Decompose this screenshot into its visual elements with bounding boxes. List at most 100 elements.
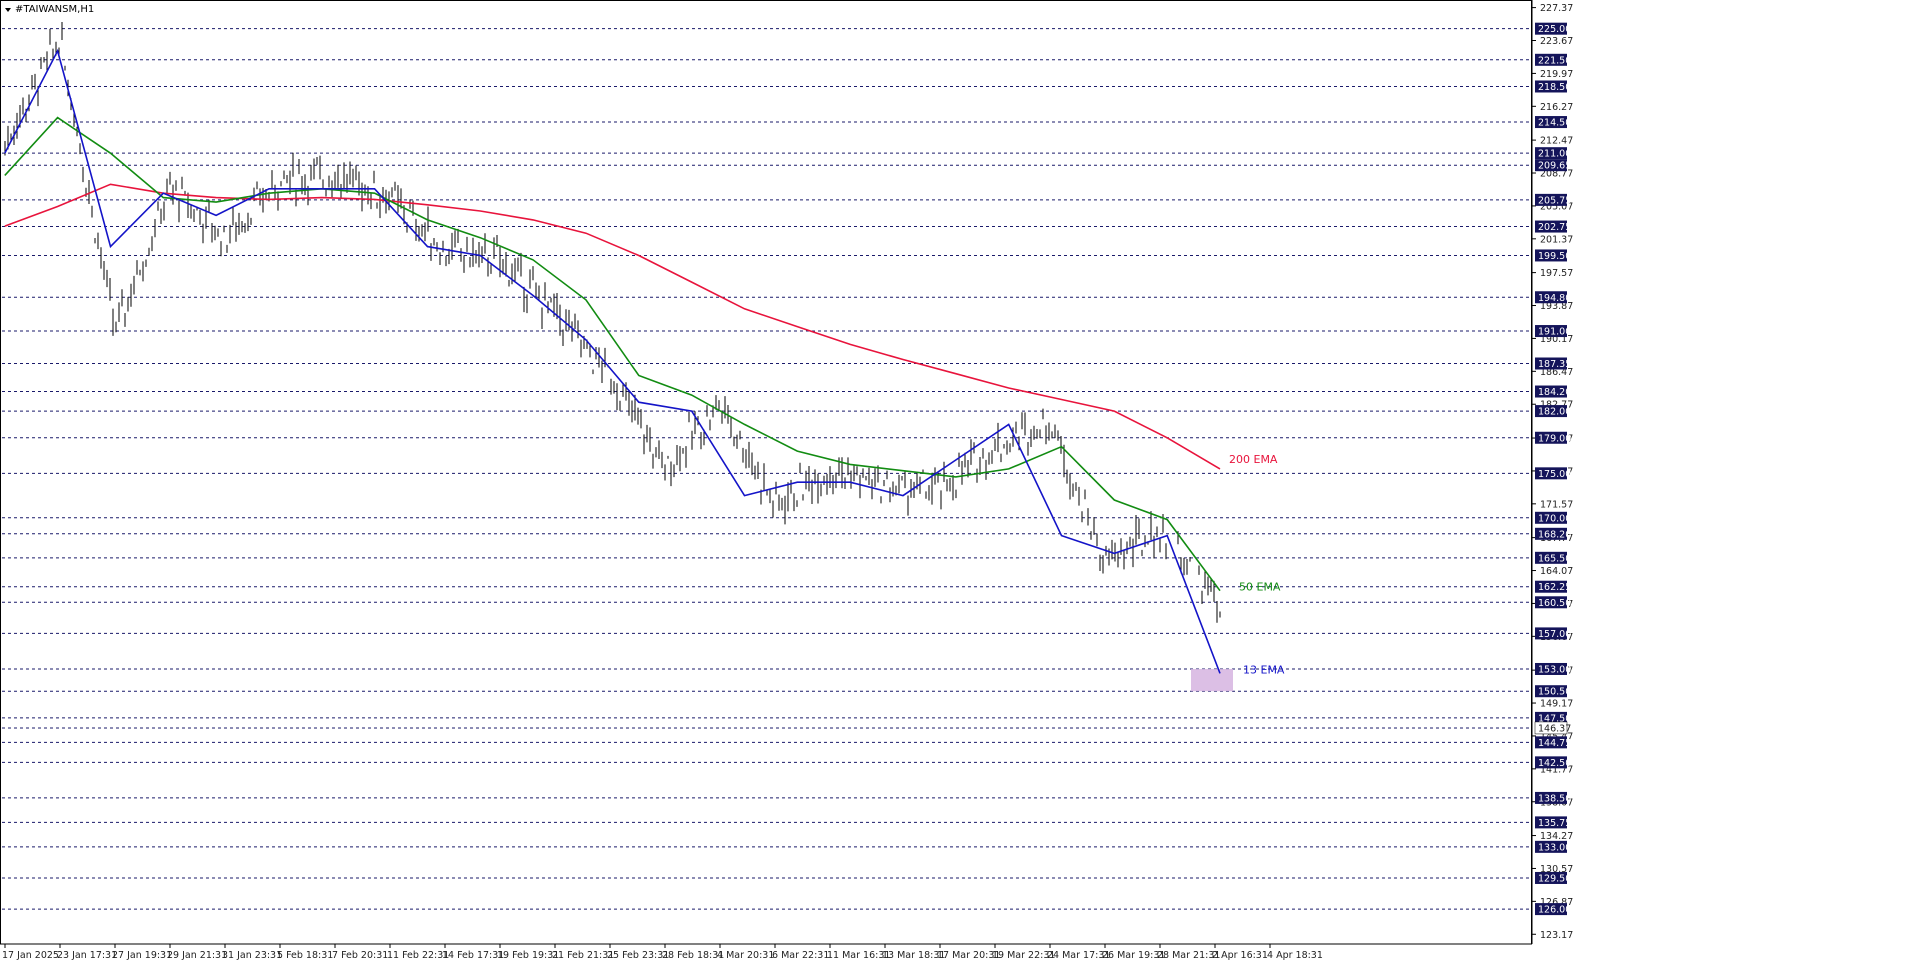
level-tag-box [1535, 467, 1567, 480]
current-price-box [1534, 721, 1568, 735]
x-tick-label: 23 Jan 17:31 [57, 950, 117, 961]
x-tick-label: 5 Feb 18:31 [277, 950, 333, 961]
level-tag-box [1535, 159, 1567, 172]
level-tag-box [1535, 756, 1567, 769]
dropdown-triangle-icon[interactable] [5, 8, 11, 12]
x-tick-label: 11 Mar 16:31 [827, 950, 890, 961]
x-tick-label: 13 Mar 18:31 [882, 950, 945, 961]
level-tag-box [1535, 220, 1567, 233]
ema-line-13-ema [4, 48, 1221, 674]
x-tick-label: 21 Feb 21:31 [552, 950, 614, 961]
level-tag-box [1535, 551, 1567, 564]
level-tag-label: 218.50 [1538, 82, 1571, 93]
level-tag-label: 214.50 [1538, 118, 1571, 129]
x-tick-label: 24 Mar 17:31 [1047, 950, 1110, 961]
ema-labels: 200 EMA 50 EMA 13 EMA [1229, 453, 1285, 677]
ema-lines [4, 48, 1221, 674]
y-tick-label: 208.77 [1540, 169, 1573, 180]
x-tick-label: 28 Mar 21:31 [1157, 950, 1220, 961]
y-tick-label: 193.87 [1540, 301, 1573, 312]
highlight-zone [1191, 668, 1233, 692]
x-tick-label: 2 Apr 16:31 [1212, 950, 1268, 961]
level-tag-box [1535, 627, 1567, 640]
y-tick-label: 197.57 [1540, 268, 1573, 279]
ema-label: 13 EMA [1243, 663, 1285, 676]
x-tick-label: 27 Jan 19:31 [112, 950, 172, 961]
x-tick-label: 17 Jan 2025 [2, 950, 59, 961]
y-tick-label: 171.57 [1540, 499, 1573, 510]
level-tag-box [1535, 385, 1567, 398]
level-tag-label: 147.50 [1538, 713, 1571, 724]
level-tag-box [1535, 291, 1567, 304]
y-tick-label: 201.37 [1540, 234, 1573, 245]
level-tag-label: 199.50 [1538, 251, 1571, 262]
target-zone [1191, 668, 1233, 692]
level-tag-box [1535, 662, 1567, 675]
level-tag-box [1535, 22, 1567, 35]
x-tick-label: 6 Mar 22:31 [772, 950, 829, 961]
x-tick-label: 14 Feb 17:31 [442, 950, 504, 961]
x-tick-label: 31 Jan 23:31 [222, 950, 282, 961]
y-tick-label: 190.17 [1540, 334, 1573, 345]
level-tag-box [1535, 325, 1567, 338]
ema-line-50-ema [4, 116, 1221, 592]
level-tag-label: 144.75 [1538, 738, 1571, 749]
level-tag-label: 191.00 [1538, 327, 1571, 338]
level-tag-box [1535, 527, 1567, 540]
level-tag-box [1535, 816, 1567, 829]
level-tag-box [1535, 840, 1567, 853]
level-tag-box [1535, 685, 1567, 698]
y-tick-label: 212.47 [1540, 136, 1573, 147]
x-tick-label: 25 Feb 23:31 [607, 950, 669, 961]
level-tag-box [1535, 193, 1567, 206]
level-tag-label: 211.00 [1538, 149, 1571, 160]
level-tag-label: 225.00 [1538, 24, 1571, 35]
level-tag-label: 187.35 [1538, 359, 1571, 370]
level-tag-box [1535, 736, 1567, 749]
x-tick-label: 7 Feb 20:31 [332, 950, 388, 961]
level-tag-label: 160.50 [1538, 598, 1571, 609]
level-tag-box [1535, 147, 1567, 160]
level-tag-box [1535, 53, 1567, 66]
y-tick-label: 149.17 [1540, 699, 1573, 710]
level-tag-label: 129.50 [1538, 873, 1571, 884]
y-tick-label: 126.87 [1540, 897, 1573, 908]
x-tick-label: 19 Mar 22:31 [992, 950, 1055, 961]
axes [0, 0, 1533, 945]
y-tick-label: 219.97 [1540, 69, 1573, 80]
y-tick-label: 134.27 [1540, 831, 1573, 842]
x-tick-label: 28 Feb 18:31 [662, 950, 724, 961]
x-tick-label: 11 Feb 22:31 [387, 950, 449, 961]
level-tag-box [1535, 431, 1567, 444]
level-tag-box [1535, 405, 1567, 418]
ema-label: 200 EMA [1229, 453, 1278, 466]
level-tag-label: 170.00 [1538, 513, 1571, 524]
level-tag-label: 126.00 [1538, 905, 1571, 916]
level-tag-label: 194.80 [1538, 293, 1571, 304]
x-tick-label: 29 Jan 21:31 [167, 950, 227, 961]
x-tick-label: 4 Mar 20:31 [717, 950, 774, 961]
level-tag-label: 135.75 [1538, 818, 1571, 829]
y-tick-label: 216.27 [1540, 102, 1573, 113]
x-tick-label: 17 Mar 20:31 [937, 950, 1000, 961]
level-tag-box [1535, 903, 1567, 916]
level-tag-box [1535, 596, 1567, 609]
level-tag-box [1535, 871, 1567, 884]
y-tick-label: 186.47 [1540, 367, 1573, 378]
x-tick-label: 19 Feb 19:31 [497, 950, 559, 961]
level-tag-box [1535, 791, 1567, 804]
y-tick-label: 205.07 [1540, 201, 1573, 212]
current-price-label: 146.37 [1538, 723, 1571, 734]
y-tick-label: 223.67 [1540, 36, 1573, 47]
y-tick-label: 164.07 [1540, 566, 1573, 577]
level-tag-box [1535, 357, 1567, 370]
level-tag-label: 184.20 [1538, 387, 1571, 398]
level-tag-box [1535, 249, 1567, 262]
level-tag-label: 157.00 [1538, 629, 1571, 640]
level-tag-label: 182.00 [1538, 407, 1571, 418]
